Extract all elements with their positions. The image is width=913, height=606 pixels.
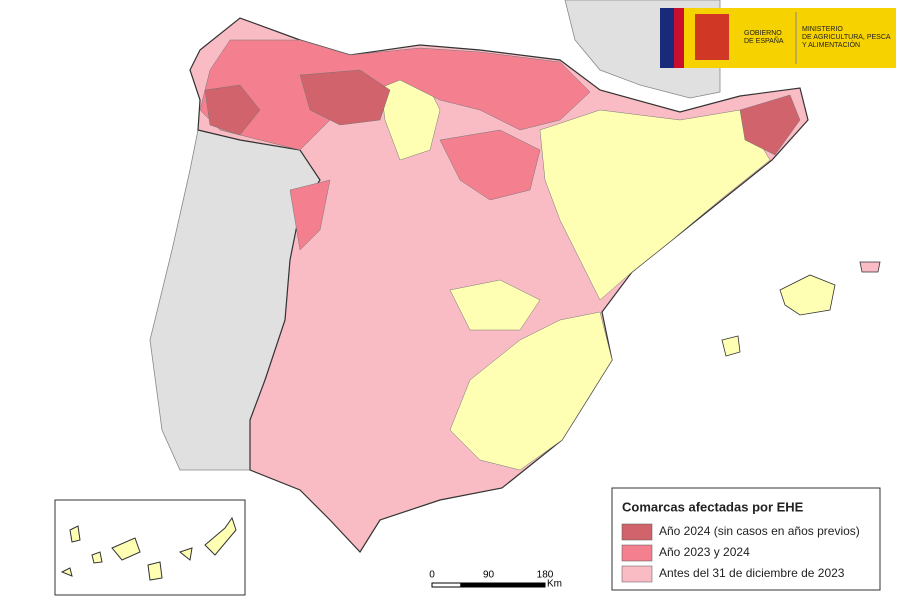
island	[60, 567, 73, 577]
area-2023-2024	[439, 129, 541, 201]
scale-label: 0	[429, 570, 435, 581]
island	[178, 547, 193, 561]
legend-label: Antes del 31 de diciembre de 2023	[659, 566, 845, 580]
area-2024	[299, 69, 391, 126]
legend-box	[611, 487, 881, 591]
legend-label: Año 2023 y 2024	[659, 545, 750, 559]
logo-ministry: Y ALIMENTACIÓN	[802, 40, 860, 49]
logo-government: DE ESPAÑA	[744, 36, 784, 45]
island	[91, 551, 103, 564]
logo	[660, 8, 896, 68]
area-2024	[739, 94, 801, 156]
island	[111, 537, 141, 561]
logo-ministry: MINISTERIO	[802, 26, 843, 33]
logo-stripe	[660, 8, 674, 68]
legend-label: Año 2024 (sin casos en años previos)	[659, 524, 860, 538]
no-case-area	[449, 311, 613, 471]
scale-bar-fill	[488, 583, 545, 587]
island	[204, 516, 237, 556]
mallorca	[779, 274, 836, 316]
logo-government: GOBIERNO	[744, 30, 782, 37]
scale-label: 180	[537, 570, 554, 581]
coat-of-arms	[695, 14, 729, 60]
legend-swatch	[621, 544, 653, 562]
menorca	[859, 261, 881, 273]
logo-ministry: DE AGRICULTURA, PESCA	[802, 34, 891, 41]
area-2023-2024	[199, 39, 591, 151]
scale-bar-fill	[460, 583, 489, 587]
scale-unit: Km	[547, 579, 562, 590]
no-case-area	[449, 279, 541, 331]
island	[69, 525, 81, 543]
legend-title: Comarcas afectadas por EHE	[622, 499, 804, 514]
area-2023-2024	[289, 179, 331, 251]
legend-swatch	[621, 565, 653, 583]
legend-swatch	[621, 523, 653, 541]
ibiza	[721, 335, 741, 357]
area-2024	[204, 84, 261, 136]
no-case-area	[539, 109, 771, 301]
scale-label: 90	[483, 570, 495, 581]
island	[147, 561, 163, 581]
logo-stripe	[674, 8, 684, 68]
